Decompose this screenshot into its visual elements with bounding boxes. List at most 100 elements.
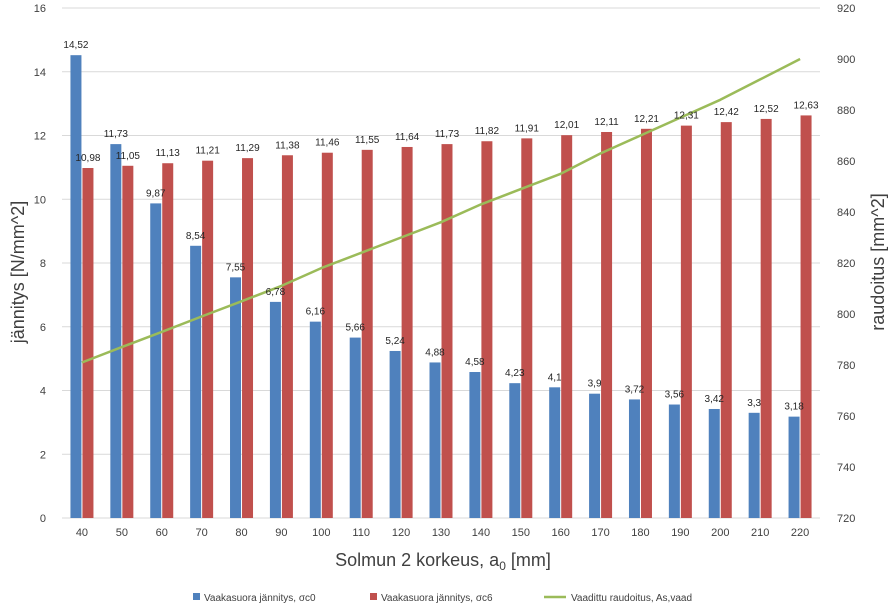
legend-label: Vaadittu raudoitus, As,vaad [571,593,692,604]
data-label-sigma-c6: 11,05 [116,151,141,162]
data-label-sigma-c6: 12,31 [674,111,699,122]
x-tick-label: 180 [631,527,649,539]
x-tick-label: 110 [352,527,370,539]
data-label-sigma-c0: 8,54 [186,231,206,242]
bar-sigma-c0 [668,404,680,518]
data-label-sigma-c6: 12,21 [634,114,659,125]
data-label-sigma-c6: 11,64 [395,132,420,143]
y2-tick-label: 800 [837,309,855,321]
y-tick-label: 4 [40,386,46,398]
requirement-line [81,57,801,364]
bar-sigma-c0 [269,301,281,518]
legend-swatch [193,593,200,600]
bar-sigma-c6 [122,165,134,518]
bar-sigma-c0 [389,350,401,518]
bar-sigma-c6 [481,141,493,519]
y2-tick-label: 840 [837,207,855,219]
data-label-sigma-c6: 10,98 [75,153,100,164]
data-label-sigma-c0: 6,16 [306,307,326,318]
bar-sigma-c6 [521,138,533,518]
data-label-sigma-c6: 12,52 [754,104,779,115]
x-tick-label: 120 [392,527,410,539]
y-tick-label: 0 [40,513,46,525]
bar-sigma-c6 [82,168,94,518]
bar-sigma-c6 [321,152,333,518]
x-tick-label: 140 [472,527,490,539]
data-label-sigma-c6: 11,29 [235,143,260,154]
bar-sigma-c6 [760,118,772,519]
y2-tick-label: 760 [837,411,855,423]
y-tick-label: 8 [40,258,46,270]
y-tick-label: 16 [34,3,46,15]
bar-sigma-c0 [429,362,441,518]
data-label-sigma-c6: 11,73 [435,129,460,140]
y-axis-title: jännitys [N/mm^2] [8,201,28,344]
x-tick-label: 50 [116,527,128,539]
data-label-sigma-c6: 12,42 [714,107,739,118]
data-label-sigma-c0: 7,55 [226,262,246,273]
data-label-sigma-c6: 11,46 [315,138,340,149]
data-label-sigma-c6: 12,11 [594,117,619,128]
y2-tick-label: 860 [837,156,855,168]
bar-sigma-c6 [601,131,613,518]
x-axis-title-unit: [mm] [506,550,551,570]
bar-sigma-c0 [230,277,242,518]
bar-sigma-c6 [561,135,573,518]
x-tick-label: 100 [312,527,330,539]
y2-tick-label: 880 [837,105,855,117]
data-label-sigma-c0: 3,3 [747,398,761,409]
y2-axis-title: raudoitus [mm^2] [868,193,888,331]
y2-tick-label: 780 [837,360,855,372]
line-as-vaad [81,57,801,364]
y2-tick-label: 920 [837,3,855,15]
y-tick-label: 6 [40,322,46,334]
bar-sigma-c0 [589,393,601,518]
data-labels: 14,52 10,98 11,73 11,05 9,87 11,13 8,54 11,21 7,… [63,40,819,412]
bar-sigma-c0 [788,416,800,518]
data-label-sigma-c0: 3,18 [784,402,804,413]
legend-label: Vaakasuora jännitys, σc0 [204,593,316,604]
x-axis-title-subscript: 0 [499,559,506,573]
data-label-sigma-c0: 3,56 [665,390,685,401]
bar-sigma-c0 [190,245,202,518]
bar-sigma-c6 [242,158,254,518]
data-label-sigma-c0: 11,73 [104,129,129,140]
data-label-sigma-c6: 11,55 [355,135,380,146]
x-tick-label: 170 [591,527,609,539]
bar-sigma-c0 [469,372,481,518]
y2-tick-label: 820 [837,258,855,270]
x-tick-label: 60 [156,527,168,539]
legend-swatch [370,593,377,600]
x-tick-label: 130 [432,527,450,539]
data-label-sigma-c6: 11,13 [156,148,181,159]
bar-sigma-c0 [549,387,561,518]
grid-lines [62,7,820,519]
data-label-sigma-c6: 11,38 [275,140,300,151]
data-label-sigma-c0: 4,58 [465,357,485,368]
bar-sigma-c6 [281,155,293,518]
bar-sigma-c6 [162,163,174,518]
data-label-sigma-c0: 3,72 [625,384,645,395]
bar-sigma-c0 [748,412,760,518]
bar-sigma-c6 [800,115,812,518]
x-tick-label: 210 [751,527,769,539]
bar-sigma-c6 [401,146,413,518]
x-tick-label: 70 [196,527,208,539]
bar-sigma-c0 [628,399,640,518]
x-tick-label: 200 [711,527,729,539]
x-tick-label: 40 [76,527,88,539]
y-tick-label: 14 [34,67,46,79]
bar-sigma-c6 [720,122,732,519]
y-tick-label: 10 [34,194,46,206]
data-label-sigma-c0: 3,42 [705,394,725,405]
bar-sigma-c6 [640,128,652,518]
x-tick-label: 220 [791,527,809,539]
bar-sigma-c0 [110,144,122,518]
data-label-sigma-c0: 4,23 [505,368,525,379]
bar-sigma-c6 [202,160,214,518]
x-tick-label: 160 [552,527,570,539]
legend: Vaakasuora jännitys, σc0 Vaakasuora jänni… [193,593,692,604]
bar-sigma-c6 [361,149,373,518]
x-axis-title: Solmun 2 korkeus, a0 [mm] [335,550,551,573]
legend-label: Vaakasuora jännitys, σc6 [381,593,493,604]
